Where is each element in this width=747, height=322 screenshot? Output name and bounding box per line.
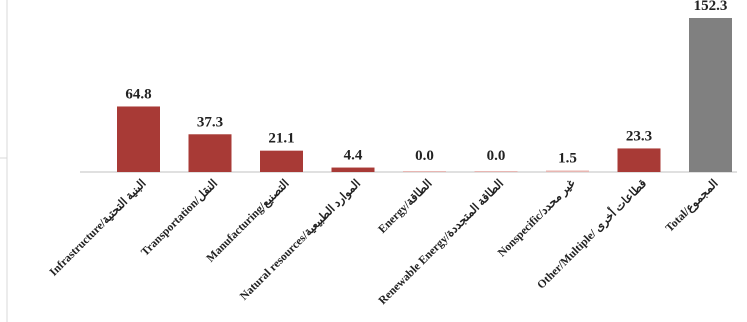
bar: [403, 171, 446, 172]
category-label: Transportation/النقل: [138, 177, 220, 259]
data-label: 1.5: [558, 150, 577, 166]
bar: [117, 106, 160, 172]
bar-total: [689, 18, 732, 172]
data-label: 0.0: [487, 148, 506, 164]
bar: [260, 150, 303, 172]
bar: [188, 134, 232, 172]
data-label: 64.8: [125, 86, 151, 102]
category-label: Energy/الطاقة: [376, 177, 435, 236]
bars-layer: [117, 18, 732, 172]
category-label: Renewable Energy/الطاقة المتجددة: [376, 177, 506, 307]
bar: [617, 148, 661, 172]
data-label: 23.3: [626, 128, 652, 144]
bar: [546, 170, 589, 172]
category-label: Total/المجموع: [663, 177, 721, 235]
category-label: Natural resources/الموارد الطبيعية: [237, 177, 364, 304]
data-label: 21.1: [268, 131, 294, 147]
bar: [474, 171, 518, 172]
bar: [331, 167, 375, 172]
data-label: 152.3: [694, 0, 728, 14]
value-labels-layer: 64.8 37.3 21.1 4.4 0.0 0.0 1.5 23.3 152.3: [125, 0, 727, 166]
data-label: 37.3: [197, 114, 223, 130]
category-label: Infrastructure/البنية التحتية: [47, 177, 149, 279]
category-labels-layer: Infrastructure/البنية التحتيةTransportat…: [47, 175, 721, 307]
data-label: 0.0: [415, 148, 434, 164]
category-label: Nonspecific/غير محدد: [496, 177, 579, 260]
category-label: Other/Multiple/ قطاعات أخرى: [533, 175, 650, 292]
data-label: 4.4: [344, 148, 363, 164]
